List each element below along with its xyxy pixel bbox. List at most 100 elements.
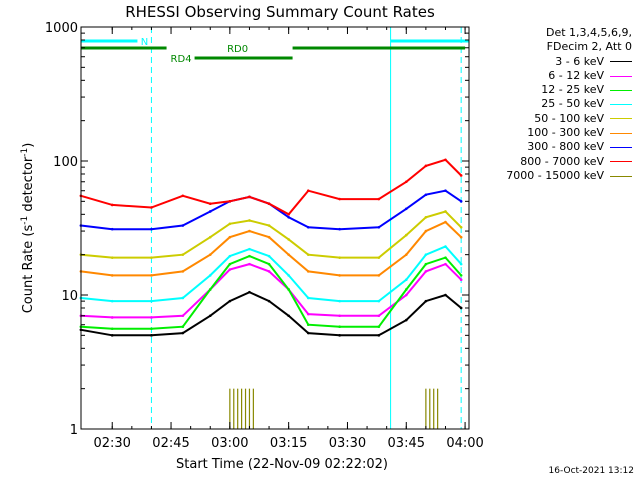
data-point	[306, 226, 310, 229]
annotation-label: RD4	[171, 54, 192, 65]
data-point	[181, 270, 185, 273]
legend-entry: 6 - 12 keV	[462, 69, 632, 83]
data-point	[306, 253, 310, 256]
legend: Det 1,3,4,5,6,9, FDecim 2, Att 0 3 - 6 k…	[462, 26, 632, 183]
data-point	[404, 293, 408, 297]
data-point	[267, 254, 271, 258]
series-7000-15000-kev	[229, 388, 439, 429]
series-line	[80, 255, 462, 330]
chart-title: RHESSI Observing Summary Count Rates	[125, 3, 435, 21]
data-point	[267, 262, 271, 266]
annotation-rd4: RD4	[171, 54, 293, 65]
data-point	[338, 334, 341, 337]
y-axis-label-sup: -1	[20, 148, 30, 157]
data-point	[150, 299, 153, 303]
legend-swatch	[610, 175, 632, 177]
data-point	[287, 253, 290, 256]
data-point	[248, 219, 251, 222]
legend-entry: 50 - 100 keV	[462, 112, 632, 126]
data-point	[424, 164, 428, 168]
data-point	[110, 316, 114, 319]
data-point	[208, 274, 212, 277]
legend-label: 6 - 12 keV	[548, 68, 604, 82]
data-point	[248, 290, 251, 294]
data-point	[110, 299, 114, 303]
data-point	[459, 235, 463, 239]
data-point	[306, 270, 310, 273]
chart-marks: N RD0 RD4	[79, 27, 469, 429]
data-point	[377, 274, 381, 277]
data-point	[228, 200, 232, 203]
x-tick-label: 03:30	[329, 436, 366, 451]
data-point	[377, 197, 381, 201]
data-point	[444, 256, 447, 259]
legend-swatch	[610, 147, 632, 149]
data-point	[287, 288, 290, 291]
data-point	[338, 197, 341, 201]
data-point	[248, 229, 251, 233]
data-point	[208, 202, 212, 206]
legend-entry: 300 - 800 keV	[462, 140, 632, 154]
y-axis-label-part: )	[21, 143, 36, 148]
x-tick-label: 03:00	[211, 436, 248, 451]
legend-entry: 100 - 300 keV	[462, 126, 632, 140]
data-point	[228, 299, 232, 303]
data-point	[306, 331, 310, 335]
data-point	[287, 314, 290, 318]
data-point	[208, 314, 212, 318]
data-point	[287, 216, 290, 219]
data-point	[181, 296, 185, 300]
data-point	[110, 274, 114, 277]
legend-entry: 3 - 6 keV	[462, 55, 632, 69]
data-point	[444, 189, 447, 193]
data-point	[424, 270, 428, 273]
data-point	[459, 226, 463, 229]
data-point	[287, 213, 290, 216]
x-axis: 02:30 02:45 03:00 03:15 03:30 03:45 04:00	[93, 27, 484, 451]
x-tick-label: 03:15	[270, 436, 307, 451]
legend-header-line: Det 1,3,4,5,6,9,	[545, 26, 632, 39]
x-axis-label: Start Time (22-Nov-09 02:22:02)	[176, 457, 388, 472]
data-point	[150, 256, 153, 259]
data-point	[444, 210, 447, 213]
data-point	[404, 288, 408, 291]
series-line	[80, 189, 462, 231]
y-axis-label: Count Rate (s-1 detector-1)	[20, 143, 36, 314]
data-point	[228, 254, 232, 258]
annotation-n: N	[80, 37, 469, 48]
data-point	[404, 233, 408, 237]
data-point	[248, 195, 251, 199]
series-50-100-kev	[79, 210, 463, 259]
legend-label: 800 - 7000 keV	[520, 154, 604, 168]
data-point	[228, 262, 232, 266]
y-tick-label: 1000	[45, 21, 78, 36]
legend-label: 100 - 300 keV	[527, 126, 604, 140]
data-point	[444, 293, 447, 297]
data-point	[338, 325, 341, 329]
y-axis: 1 10 100 1000	[45, 21, 469, 438]
data-point	[404, 180, 408, 184]
data-point	[444, 158, 447, 162]
series-100-300-kev	[79, 220, 463, 277]
data-point	[181, 194, 185, 198]
legend-header-line: FDecim 2, Att 0	[546, 40, 632, 54]
x-tick-label: 02:45	[152, 436, 189, 451]
data-point	[306, 312, 310, 316]
data-point	[248, 247, 251, 251]
data-point	[228, 222, 232, 226]
data-point	[306, 323, 310, 327]
data-point	[181, 331, 185, 335]
data-point	[338, 314, 341, 318]
data-point	[424, 299, 428, 303]
data-point	[267, 224, 271, 227]
data-point	[150, 327, 153, 331]
data-point	[459, 200, 463, 203]
data-point	[208, 235, 212, 239]
legend-label: 3 - 6 keV	[555, 54, 604, 68]
x-tick-label: 02:30	[93, 436, 130, 451]
data-point	[248, 254, 251, 258]
data-point	[459, 278, 463, 282]
x-tick-label: 04:00	[446, 436, 483, 451]
data-point	[306, 296, 310, 300]
